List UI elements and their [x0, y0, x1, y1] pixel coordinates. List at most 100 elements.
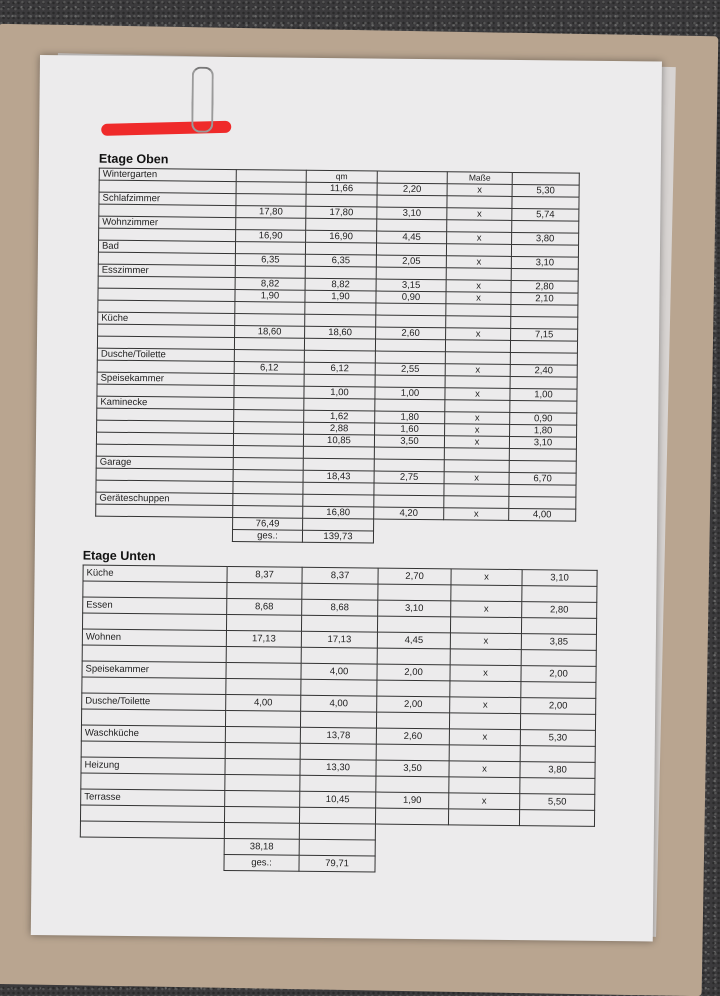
room-label: Küche	[82, 564, 228, 583]
value-cell	[225, 726, 301, 744]
value-cell	[225, 662, 302, 680]
value-cell: 10,45	[299, 791, 376, 809]
value-cell: 2,60	[376, 728, 450, 745]
room-label: Garage	[96, 456, 234, 470]
value-cell	[302, 482, 375, 496]
value-cell: x	[444, 411, 510, 425]
value-cell: 1,60	[374, 423, 445, 436]
value-cell	[446, 267, 512, 281]
value-cell	[301, 647, 378, 665]
value-cell: 1,00	[374, 387, 446, 400]
value-cell	[511, 220, 579, 234]
value-cell	[233, 385, 305, 399]
lower-floor-table: Küche 8,37 8,37 2,70 x 3,10 Essen 8,68 8,68 3,10 x…	[79, 564, 598, 874]
value-cell: 17,80	[235, 205, 306, 219]
value-cell	[508, 484, 577, 498]
value-cell: 2,88	[303, 422, 375, 436]
value-cell: 4,20	[373, 507, 444, 520]
room-label: Speisekammer	[81, 660, 227, 679]
room-label: Schlafzimmer	[98, 192, 237, 206]
value-cell: 2,60	[375, 327, 446, 340]
value-cell: 1,90	[234, 289, 306, 303]
room-label: Geräteschuppen	[95, 492, 233, 506]
total: 139,73	[302, 530, 374, 544]
value-cell	[224, 822, 300, 840]
value-cell	[224, 790, 300, 808]
value-cell	[448, 776, 520, 794]
value-cell	[375, 315, 446, 328]
room-label: Kaminecke	[96, 396, 234, 410]
value-cell: 0,90	[375, 291, 447, 304]
value-cell	[374, 399, 445, 412]
value-cell	[509, 448, 577, 462]
value-cell: 16,90	[235, 229, 306, 243]
value-cell: 7,15	[510, 328, 578, 342]
value-cell: 1,80	[509, 424, 577, 438]
value-cell: 6,12	[304, 362, 376, 376]
value-cell	[236, 169, 307, 183]
value-cell	[232, 505, 303, 519]
value-cell: 4,45	[377, 632, 451, 649]
value-cell: 8,68	[301, 599, 378, 617]
value-cell	[450, 616, 522, 634]
value-cell	[305, 194, 378, 208]
room-label	[80, 853, 224, 871]
value-cell	[376, 243, 447, 256]
value-cell: 1,00	[303, 386, 376, 400]
value-cell	[373, 483, 445, 496]
value-cell	[302, 518, 374, 532]
value-cell	[375, 375, 446, 388]
value-cell: 17,80	[305, 206, 377, 220]
value-cell	[445, 351, 511, 365]
document-content: Etage Oben Wintergarten qm Maße 11,66 2,20 x 5…	[31, 151, 660, 875]
value-cell	[510, 304, 578, 318]
value-cell	[446, 219, 512, 233]
value-cell: 2,00	[376, 664, 451, 681]
room-label: Essen	[82, 596, 227, 615]
value-cell	[304, 350, 376, 364]
value-cell: x	[448, 792, 520, 810]
value-cell: x	[444, 435, 510, 449]
value-cell	[444, 399, 510, 413]
total-label: ges.:	[223, 854, 300, 872]
subtotal: 76,49	[232, 517, 303, 531]
value-cell	[377, 171, 448, 184]
value-cell	[299, 839, 376, 857]
value-cell: 3,15	[376, 279, 447, 292]
value-cell: 4,00	[300, 663, 378, 681]
value-cell	[376, 267, 447, 280]
value-cell	[233, 445, 304, 459]
value-cell	[377, 616, 451, 633]
value-cell	[232, 493, 303, 507]
value-cell: 8,37	[226, 566, 303, 584]
value-cell	[302, 494, 374, 508]
room-label: Dusche/Toilette	[97, 348, 235, 362]
header-masse: Maße	[447, 171, 513, 185]
value-cell: 6,12	[234, 361, 305, 375]
room-label: Terrasse	[80, 788, 225, 807]
value-cell	[235, 265, 306, 279]
value-cell: x	[448, 760, 521, 778]
value-cell	[519, 777, 595, 795]
value-cell	[299, 775, 376, 793]
value-cell: 6,35	[235, 253, 306, 267]
value-cell: x	[450, 632, 522, 650]
value-cell: x	[445, 327, 511, 341]
value-cell: x	[443, 507, 509, 521]
value-cell: 3,10	[511, 256, 579, 270]
value-cell	[444, 459, 510, 473]
value-cell: 17,13	[226, 630, 302, 648]
value-cell	[304, 314, 376, 328]
value-cell: 2,80	[511, 280, 579, 294]
value-cell: 2,55	[375, 363, 446, 376]
value-cell	[443, 495, 509, 509]
value-cell: 18,60	[234, 325, 305, 339]
room-label	[81, 708, 226, 727]
value-cell: 3,50	[374, 435, 445, 448]
value-cell	[300, 679, 377, 697]
value-cell	[300, 711, 377, 729]
value-cell: 8,82	[235, 277, 306, 291]
value-cell	[304, 374, 376, 388]
value-cell: 3,10	[521, 569, 598, 587]
value-cell: x	[445, 291, 512, 305]
